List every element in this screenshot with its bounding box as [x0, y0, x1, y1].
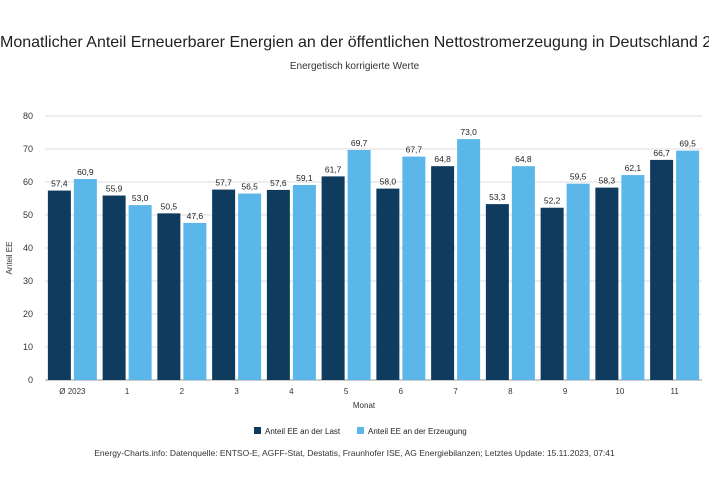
bar-last — [321, 176, 345, 380]
gridlines — [45, 115, 702, 381]
source-footnote: Energy-Charts.info: Datenquelle: ENTSO-E… — [94, 448, 615, 458]
data-label: 57,6 — [270, 178, 287, 188]
bar-erzeugung — [566, 183, 590, 380]
data-label: 53,3 — [489, 192, 506, 202]
bar-erzeugung — [511, 166, 535, 380]
x-tick-label: 10 — [615, 387, 624, 396]
data-label: 57,4 — [51, 179, 68, 189]
x-tick-label: 1 — [125, 387, 130, 396]
bar-erzeugung — [621, 175, 645, 380]
data-label: 66,7 — [653, 148, 670, 158]
x-tick-label: 2 — [180, 387, 185, 396]
data-label: 52,2 — [544, 196, 561, 206]
data-label: 62,1 — [625, 163, 642, 173]
bar-last — [431, 166, 455, 380]
x-axis-ticks: Ø 2023 1 2 3 4 5 6 7 8 9 10 11 — [59, 387, 679, 396]
data-label: 57,7 — [215, 178, 232, 188]
data-label: 61,7 — [325, 164, 342, 174]
bar-erzeugung — [73, 179, 97, 380]
y-tick-label: 0 — [28, 375, 33, 385]
bar-last — [540, 207, 564, 380]
data-label: 69,7 — [351, 138, 368, 148]
data-label: 59,5 — [570, 172, 587, 182]
x-tick-label: 6 — [399, 387, 404, 396]
y-axis-label: Anteil EE — [5, 242, 14, 275]
data-label: 59,1 — [296, 173, 313, 183]
data-label: 56,5 — [241, 182, 258, 192]
bars — [47, 139, 700, 380]
bar-erzeugung — [676, 150, 700, 380]
bar-erzeugung — [292, 184, 316, 380]
bar-last — [102, 195, 126, 380]
chart-subtitle: Energetisch korrigierte Werte — [289, 61, 420, 72]
data-label: 64,8 — [434, 154, 451, 164]
chart-title: Monatlicher Anteil Erneuerbarer Energien… — [0, 34, 709, 51]
bar-last — [376, 188, 400, 380]
legend-swatch-last — [254, 427, 261, 434]
y-tick-label: 10 — [23, 342, 33, 352]
bar-erzeugung — [183, 222, 207, 380]
bar-last — [266, 189, 290, 380]
x-tick-label: 9 — [563, 387, 568, 396]
x-tick-label: Ø 2023 — [59, 387, 86, 396]
y-tick-label: 60 — [23, 177, 33, 187]
x-axis-label: Monat — [353, 401, 376, 410]
bar-erzeugung — [347, 149, 371, 380]
legend-swatch-erzeugung — [357, 427, 364, 434]
bar-last — [650, 159, 674, 380]
bar-erzeugung — [402, 156, 426, 380]
data-label: 58,3 — [599, 176, 616, 186]
data-label: 55,9 — [106, 184, 123, 194]
x-tick-label: 11 — [670, 387, 679, 396]
data-label: 64,8 — [515, 154, 532, 164]
x-tick-label: 7 — [453, 387, 458, 396]
data-labels: 57,4 60,9 55,9 53,0 50,5 47,6 57,7 56,5 57,6 59,1… — [51, 127, 696, 221]
bar-last — [485, 204, 509, 380]
data-label: 73,0 — [460, 127, 477, 137]
bar-last — [157, 213, 181, 380]
bar-last — [595, 187, 619, 380]
data-label: 67,7 — [406, 145, 423, 155]
data-label: 50,5 — [161, 201, 178, 211]
bar-last — [47, 190, 71, 380]
bar-erzeugung — [457, 139, 481, 380]
x-tick-label: 5 — [344, 387, 349, 396]
bar-erzeugung — [128, 205, 152, 380]
data-label: 47,6 — [187, 211, 204, 221]
data-label: 60,9 — [77, 167, 94, 177]
x-tick-label: 4 — [289, 387, 294, 396]
y-tick-label: 40 — [23, 243, 33, 253]
y-axis-ticks: 0 10 20 30 40 50 60 70 80 — [23, 111, 33, 385]
bar-erzeugung — [238, 193, 262, 380]
x-tick-label: 8 — [508, 387, 513, 396]
y-tick-label: 20 — [23, 309, 33, 319]
y-tick-label: 50 — [23, 210, 33, 220]
legend: Anteil EE an der Last Anteil EE an der E… — [254, 427, 467, 436]
data-label: 58,0 — [380, 177, 397, 187]
legend-label-erzeugung: Anteil EE an der Erzeugung — [368, 427, 467, 436]
legend-label-last: Anteil EE an der Last — [265, 427, 341, 436]
data-label: 69,5 — [679, 139, 696, 149]
y-tick-label: 80 — [23, 111, 33, 121]
x-tick-label: 3 — [234, 387, 239, 396]
data-label: 53,0 — [132, 193, 149, 203]
y-tick-label: 70 — [23, 144, 33, 154]
bar-last — [212, 189, 236, 380]
y-tick-label: 30 — [23, 276, 33, 286]
